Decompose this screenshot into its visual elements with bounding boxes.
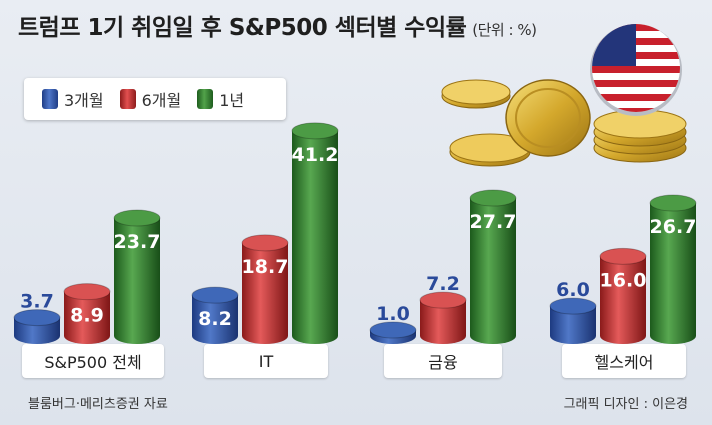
legend-label-3m: 3개월 (64, 91, 104, 110)
bar-6m-1 (241, 234, 289, 344)
legend-item-1y: 1년 (197, 87, 244, 111)
us-flag-icon (590, 24, 682, 116)
bar-1y-3 (649, 194, 697, 344)
value-label-1y-0: 23.7 (114, 231, 161, 253)
bar-6m-0 (63, 283, 111, 344)
value-label-3m-2: 1.0 (376, 303, 410, 325)
value-label-1y-3: 26.7 (650, 216, 697, 238)
value-label-3m-3: 6.0 (556, 279, 590, 301)
value-label-6m-0: 8.9 (70, 305, 104, 327)
value-label-1y-1: 41.2 (292, 144, 339, 166)
unit-label: (단위 : %) (472, 21, 537, 39)
legend-label-1y: 1년 (219, 91, 245, 110)
legend-swatch-blue (42, 89, 58, 109)
legend-swatch-green (197, 89, 214, 109)
bar-6m-3 (599, 247, 647, 344)
bar-3m-1 (191, 286, 239, 344)
legend-item-6m: 6개월 (119, 87, 182, 111)
gold-coins-illustration (441, 79, 687, 167)
value-labels-group: 3.7 8.9 23.7 8.2 18.7 41.2 1.0 7.2 27.7 6.0 16.0 26… (20, 144, 696, 330)
value-label-3m-0: 3.7 (20, 291, 54, 313)
value-label-6m-2: 7.2 (426, 273, 460, 295)
category-label-sp500: S&P500 전체 (22, 344, 164, 378)
value-label-6m-3: 16.0 (600, 269, 647, 291)
category-label-it: IT (204, 344, 328, 378)
category-label-finance: 금융 (384, 344, 502, 378)
graphic-credit: 그래픽 디자인 : 이은경 (563, 397, 688, 412)
value-label-6m-1: 18.7 (242, 256, 289, 278)
legend: 3개월 6개월 1년 (24, 78, 286, 120)
legend-label-6m: 6개월 (141, 91, 182, 110)
bar-1y-0 (113, 209, 161, 344)
bar-6m-2 (419, 291, 467, 344)
source-note: 블룸버그·메리츠증권 자료 (28, 397, 168, 412)
value-label-3m-1: 8.2 (198, 308, 232, 330)
category-label-healthcare: 헬스케어 (562, 344, 686, 378)
bars-group (13, 122, 697, 344)
bar-1y-2 (469, 189, 517, 344)
value-label-1y-2: 27.7 (470, 211, 517, 233)
bar-3m-3 (549, 297, 597, 344)
bar-3m-2 (369, 321, 417, 344)
bar-3m-0 (13, 309, 61, 344)
legend-item-3m: 3개월 (42, 87, 104, 111)
legend-swatch-red (119, 89, 136, 109)
chart-title: 트럼프 1기 취임일 후 S&P500 섹터별 수익률 (단위 : %) (18, 8, 537, 42)
bar-1y-1 (291, 122, 339, 344)
chart-title-text: 트럼프 1기 취임일 후 S&P500 섹터별 수익률 (18, 15, 467, 41)
